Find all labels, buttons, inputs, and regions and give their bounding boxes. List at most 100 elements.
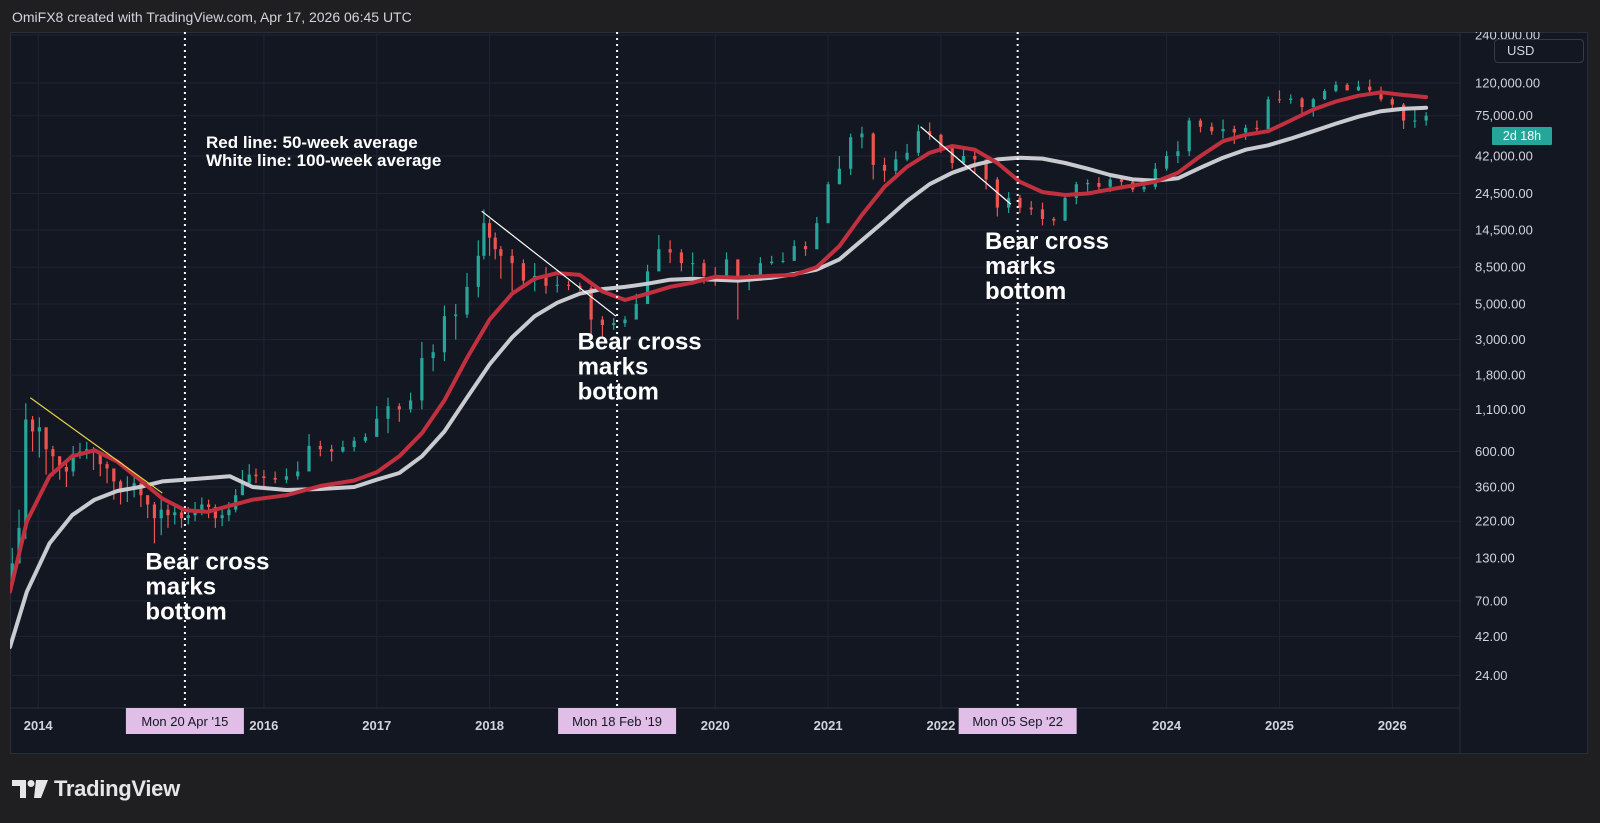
candle-body <box>928 131 932 135</box>
candle-body <box>1018 197 1022 208</box>
candle-body <box>770 261 774 264</box>
candle-body <box>589 287 593 320</box>
candle-body <box>363 436 368 441</box>
price-tick-label: 24,500.00 <box>1475 186 1533 201</box>
candle-body <box>442 316 447 353</box>
candle-body <box>815 223 819 250</box>
candle-body <box>173 512 177 516</box>
candle-body <box>736 259 740 281</box>
time-tick-label: 2020 <box>701 718 730 733</box>
candle-body <box>1232 128 1236 133</box>
candle-body <box>1108 179 1112 187</box>
date-marker-badge <box>125 708 244 734</box>
price-tick-label: 75,000.00 <box>1475 108 1533 123</box>
candle-body <box>1322 91 1327 100</box>
candle-body <box>284 476 289 480</box>
price-tick-label: 130.00 <box>1475 550 1515 565</box>
candle-body <box>1289 98 1293 101</box>
candle-body <box>262 476 266 478</box>
candle-body <box>352 440 356 447</box>
candle-body <box>24 419 28 528</box>
candle-body <box>916 131 920 153</box>
candle-body <box>1221 128 1225 132</box>
candle-body <box>493 237 497 250</box>
candle-body <box>1040 209 1045 219</box>
candle-body <box>849 137 853 169</box>
chart-panel[interactable] <box>10 32 1588 754</box>
candle-body <box>1424 115 1428 121</box>
candle-body <box>657 249 661 272</box>
date-marker-label: Mon 18 Feb '19 <box>572 714 662 729</box>
candle-body <box>476 255 480 287</box>
candle-body <box>1277 99 1282 101</box>
date-marker-badge <box>958 708 1077 734</box>
candle-body <box>984 159 988 180</box>
price-tick-label: 1,800.00 <box>1475 368 1526 383</box>
price-tick-label: 14,500.00 <box>1475 222 1533 237</box>
candle-body <box>487 223 492 238</box>
annotation-line: marks <box>578 354 649 381</box>
candle-body <box>408 400 413 410</box>
grid-lines <box>10 32 1460 708</box>
legend-line-1: Red line: 50-week average <box>206 133 418 152</box>
candle-body <box>871 133 875 165</box>
time-tick-label: 2017 <box>362 718 391 733</box>
candle-body <box>118 481 123 491</box>
annotation-line: marks <box>985 253 1056 280</box>
price-tick-label: 360.00 <box>1475 480 1515 495</box>
candle-body <box>465 286 469 315</box>
candle-body <box>668 249 672 253</box>
candle-body <box>803 246 808 250</box>
candle-body <box>544 275 548 286</box>
candle-body <box>499 249 503 256</box>
candle-body <box>375 418 379 437</box>
price-tick-label: 8,500.00 <box>1475 260 1526 275</box>
time-tick-label: 2018 <box>475 718 504 733</box>
candle-body <box>1029 207 1033 210</box>
tradingview-logo[interactable]: TradingView <box>12 776 180 802</box>
candle-body <box>139 483 143 496</box>
candle-body <box>1097 183 1101 187</box>
price-axis: 240,000.00 120,000.00 75,000.00 42,000.00 24… <box>1475 32 1540 683</box>
candle-body <box>386 406 390 419</box>
currency-selector-button[interactable]: USD <box>1494 39 1584 63</box>
candle-body <box>894 159 898 171</box>
candle-body <box>882 164 887 171</box>
candle-body <box>1379 90 1383 100</box>
candle-body <box>71 453 75 472</box>
candle-body <box>781 260 785 262</box>
candle-body <box>431 352 435 359</box>
candle-body <box>1401 104 1406 121</box>
attribution-bar: OmiFX8 created with TradingView.com, Apr… <box>0 0 1600 32</box>
time-tick-label: 2022 <box>926 718 955 733</box>
candle-body <box>227 509 231 516</box>
candle-body <box>273 477 277 480</box>
candle-body <box>691 263 695 265</box>
trendline <box>481 210 617 317</box>
candle-body <box>341 446 345 452</box>
time-tick-label: 2021 <box>814 718 843 733</box>
date-marker-label: Mon 05 Sep '22 <box>972 714 1063 729</box>
annotation-line: marks <box>145 573 216 600</box>
candle-body <box>1176 151 1180 157</box>
annotation-line: bottom <box>985 278 1066 305</box>
candle-body <box>1142 186 1146 190</box>
candle-body <box>105 464 109 469</box>
candle-body <box>645 271 650 305</box>
candle-body <box>146 495 150 505</box>
price-tick-label: 1,100.00 <box>1475 402 1526 417</box>
candle-body <box>1187 120 1191 152</box>
candle-body <box>64 466 69 472</box>
annotation-line: bottom <box>578 379 659 406</box>
candle-body <box>826 184 830 224</box>
tradingview-logo-text: TradingView <box>54 776 180 801</box>
candle-body <box>792 246 796 261</box>
time-tick-label: 2026 <box>1378 718 1407 733</box>
candle-body <box>1390 99 1394 105</box>
candle-body <box>521 263 526 281</box>
time-tick-label: 2014 <box>24 718 54 733</box>
candle-body <box>166 509 170 516</box>
date-marker-badge <box>558 708 677 734</box>
